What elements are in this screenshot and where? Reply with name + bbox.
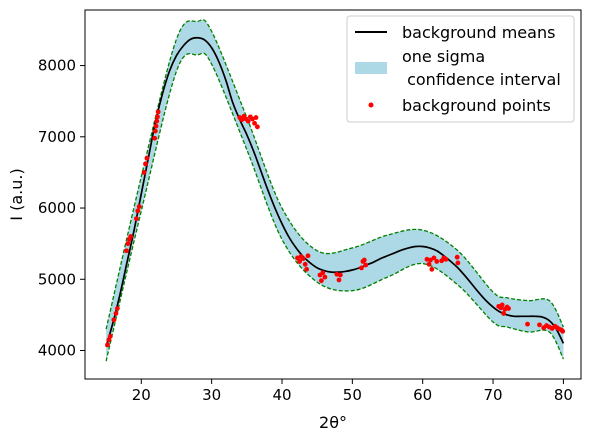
x-tick-label: 70: [484, 386, 503, 404]
legend-points-label: background points: [402, 96, 551, 115]
x-tick-label: 60: [413, 386, 432, 404]
legend-band-swatch: [355, 62, 387, 74]
x-tick-label: 30: [202, 386, 221, 404]
background-point: [501, 311, 507, 316]
legend-mean-label: background means: [402, 23, 555, 42]
x-tick-label: 80: [554, 386, 573, 404]
legend-band-label-line-1: one sigma: [402, 47, 485, 66]
x-tick-label: 50: [343, 386, 362, 404]
mean-line: [105, 36, 565, 348]
background-point: [154, 118, 160, 124]
y-tick-label: 7000: [38, 128, 76, 146]
legend-frame: [346, 15, 575, 123]
background-point: [124, 248, 129, 254]
background-point: [128, 234, 134, 239]
background-point: [135, 208, 141, 214]
background-point: [455, 260, 461, 266]
y-tick-label: 6000: [38, 199, 76, 217]
background-point: [428, 257, 433, 263]
y-tick-label: 4000: [38, 342, 76, 360]
background-point: [152, 128, 158, 134]
background-point: [320, 270, 326, 276]
background-point: [152, 135, 158, 141]
background-point: [144, 155, 150, 161]
plot-area: [105, 19, 566, 362]
background-point: [125, 241, 131, 247]
background-point: [318, 278, 324, 284]
background-point: [252, 120, 257, 126]
y-tick-label: 8000: [38, 57, 76, 75]
background-point: [239, 117, 245, 123]
background-point: [426, 261, 432, 267]
background-point: [155, 114, 160, 120]
background-point: [434, 259, 440, 264]
background-point: [429, 266, 435, 272]
background-point: [454, 254, 460, 260]
background-point: [305, 253, 311, 259]
background-point: [560, 328, 566, 334]
background-point: [443, 256, 449, 262]
background-point: [254, 124, 260, 130]
background-point: [153, 123, 159, 129]
legend-points-swatch: [368, 102, 374, 108]
background-point: [114, 306, 120, 311]
background-point: [297, 259, 302, 264]
x-tick-label: 40: [272, 386, 291, 404]
background-point: [113, 311, 119, 316]
background-point: [525, 321, 530, 327]
background-point: [361, 257, 367, 263]
background-point: [337, 272, 343, 278]
upper-bound-line: [105, 19, 564, 330]
y-tick-label: 5000: [38, 270, 76, 288]
background-point: [499, 302, 505, 308]
background-point: [133, 216, 139, 222]
background-point: [304, 266, 310, 272]
legend-band-label-line-2: confidence interval: [402, 70, 561, 89]
background-point: [143, 161, 148, 167]
background-point: [363, 262, 369, 268]
confidence-band: [106, 19, 564, 362]
background-point: [300, 256, 306, 262]
background-point: [431, 255, 437, 261]
background-point: [105, 342, 110, 348]
background-point: [253, 115, 259, 120]
background-point: [336, 277, 342, 283]
background-point: [107, 333, 113, 339]
y-axis-title: I (a.u.): [7, 168, 26, 220]
background-point: [155, 109, 161, 115]
background-point: [245, 118, 251, 124]
axis-ticks: 20 30 40 50 60 70 80 4000 5000 6000 7000 8000: [38, 57, 573, 404]
background-point: [136, 204, 142, 210]
x-tick-label: 20: [132, 386, 151, 404]
background-point: [359, 265, 364, 271]
plot-frame: [84, 9, 582, 380]
x-axis-title: 2θ°: [319, 413, 347, 432]
background-point: [322, 274, 328, 280]
background-point: [506, 306, 511, 311]
background-point: [537, 322, 542, 328]
background-point: [111, 317, 117, 323]
background-point: [302, 261, 308, 267]
legend: background means one sigma confidence in…: [346, 15, 575, 123]
background-point: [141, 170, 147, 175]
